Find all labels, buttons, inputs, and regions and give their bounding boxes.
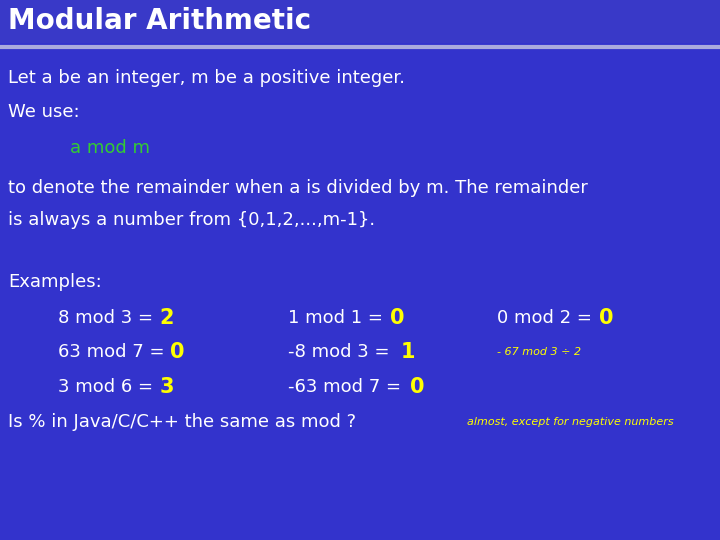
Text: Examples:: Examples: [8, 273, 102, 291]
Text: - 67 mod 3 ÷ 2: - 67 mod 3 ÷ 2 [497, 347, 581, 357]
Text: 1 mod 1 =: 1 mod 1 = [288, 309, 389, 327]
Text: 0: 0 [599, 308, 613, 328]
Text: 3 mod 6 =: 3 mod 6 = [58, 378, 158, 396]
Text: 3: 3 [160, 377, 174, 397]
Text: 8 mod 3 =: 8 mod 3 = [58, 309, 158, 327]
Text: Is % in Java/C/C++ the same as mod ?: Is % in Java/C/C++ the same as mod ? [8, 413, 356, 431]
Text: Let a be an integer, m be a positive integer.: Let a be an integer, m be a positive int… [8, 69, 405, 87]
Text: -8 mod 3 =: -8 mod 3 = [288, 343, 395, 361]
Text: 63 mod 7 =: 63 mod 7 = [58, 343, 170, 361]
Text: 0: 0 [170, 342, 184, 362]
Text: almost, except for negative numbers: almost, except for negative numbers [460, 417, 674, 427]
Text: to denote the remainder when a is divided by m. The remainder: to denote the remainder when a is divide… [8, 179, 588, 197]
Text: We use:: We use: [8, 103, 80, 121]
Text: 1: 1 [400, 342, 415, 362]
Text: -63 mod 7 =: -63 mod 7 = [288, 378, 407, 396]
FancyBboxPatch shape [0, 0, 720, 43]
Text: Modular Arithmetic: Modular Arithmetic [8, 7, 311, 35]
Text: is always a number from {0,1,2,...,m-1}.: is always a number from {0,1,2,...,m-1}. [8, 211, 375, 229]
Text: 2: 2 [160, 308, 174, 328]
Text: 0 mod 2 =: 0 mod 2 = [497, 309, 598, 327]
Text: 0: 0 [410, 377, 425, 397]
Text: 0: 0 [390, 308, 405, 328]
Text: a mod m: a mod m [70, 139, 150, 157]
